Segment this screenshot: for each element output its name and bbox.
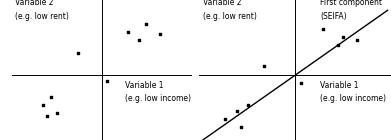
Point bbox=[75, 52, 81, 54]
Point bbox=[320, 28, 326, 30]
Point bbox=[157, 33, 163, 35]
Point bbox=[54, 112, 60, 114]
Text: First component: First component bbox=[320, 0, 382, 7]
Text: (e.g. low income): (e.g. low income) bbox=[320, 94, 386, 103]
Point bbox=[298, 82, 304, 84]
Point bbox=[238, 125, 244, 128]
Point bbox=[233, 110, 240, 112]
Text: (e.g. low rent): (e.g. low rent) bbox=[203, 12, 256, 21]
Point bbox=[48, 96, 54, 98]
Point bbox=[40, 104, 47, 106]
Point bbox=[136, 38, 142, 41]
Point bbox=[43, 115, 50, 117]
Point bbox=[335, 44, 341, 46]
Point bbox=[125, 31, 131, 33]
Point bbox=[222, 117, 228, 120]
Point bbox=[245, 104, 251, 106]
Text: Variable 2: Variable 2 bbox=[15, 0, 54, 7]
Text: Variable 1: Variable 1 bbox=[125, 81, 163, 90]
Point bbox=[104, 80, 110, 83]
Text: Variable 1: Variable 1 bbox=[320, 81, 359, 90]
Text: (e.g. low rent): (e.g. low rent) bbox=[15, 12, 69, 21]
Point bbox=[260, 65, 267, 67]
Point bbox=[143, 23, 149, 25]
Point bbox=[339, 36, 346, 38]
Text: (e.g. low income): (e.g. low income) bbox=[125, 94, 191, 103]
Text: (SEIFA): (SEIFA) bbox=[320, 12, 347, 21]
Point bbox=[354, 39, 361, 41]
Text: Variable 2: Variable 2 bbox=[203, 0, 241, 7]
